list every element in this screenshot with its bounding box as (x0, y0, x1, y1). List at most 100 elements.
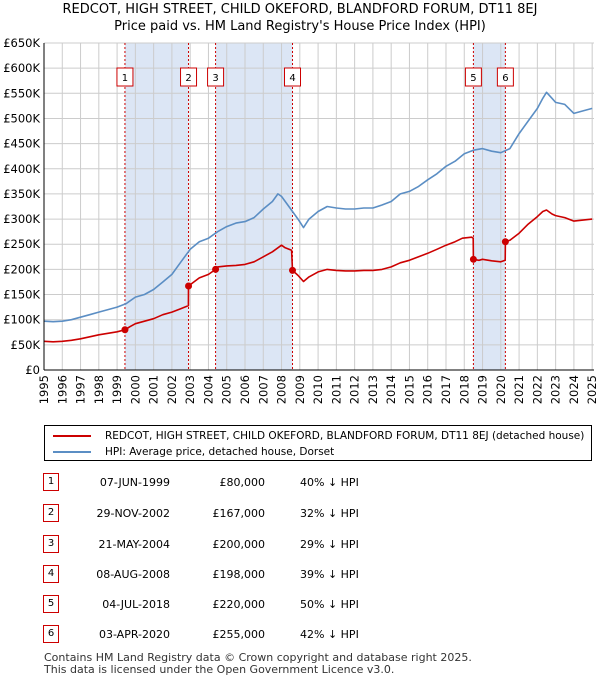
y-tick-label: £550K (3, 86, 40, 100)
legend-label-hpi: HPI: Average price, detached house, Dors… (105, 446, 335, 458)
sale-hpi-diff: 42% ↓ HPI (300, 628, 359, 641)
sale-price: £220,000 (212, 598, 266, 611)
sale-number-label: 3 (212, 73, 218, 84)
x-tick-label: 2009 (293, 375, 307, 404)
sale-hpi-diff: 50% ↓ HPI (300, 598, 359, 611)
x-tick-label: 2007 (256, 375, 270, 404)
y-tick-label: £50K (11, 338, 41, 352)
x-tick-label: 2019 (476, 375, 490, 404)
sale-point (289, 266, 297, 274)
sale-number-box: 3 (207, 67, 225, 87)
y-tick-label: £300K (3, 212, 40, 226)
sale-date: 08-AUG-2008 (96, 568, 170, 581)
y-tick-label: £200K (3, 262, 40, 276)
y-tick-label: £600K (3, 61, 40, 75)
sale-price: £198,000 (212, 568, 266, 581)
sale-date: 03-APR-2020 (98, 628, 170, 641)
y-tick-label: £450K (3, 137, 40, 151)
x-tick-label: 2022 (530, 375, 544, 404)
sale-price: £255,000 (212, 628, 266, 641)
x-tick-label: 2010 (311, 375, 325, 404)
sale-number-badge: 6 (43, 625, 59, 643)
y-tick-label: £100K (3, 313, 40, 327)
x-tick-label: 2016 (421, 375, 435, 404)
sale-number-label: 2 (185, 73, 191, 84)
sale-number-box: 4 (284, 67, 302, 87)
x-tick-label: 2012 (348, 375, 362, 404)
sale-number-label: 4 (289, 73, 295, 84)
sale-price: £200,000 (212, 538, 266, 551)
x-tick-label: 2020 (494, 375, 508, 404)
sale-point (501, 238, 509, 246)
x-tick-label: 2014 (384, 375, 398, 404)
legend-swatch-property (53, 435, 91, 437)
sale-number-frame (116, 67, 134, 87)
footer-copyright: Contains HM Land Registry data © Crown c… (44, 651, 472, 664)
x-tick-label: 1999 (110, 375, 124, 404)
sale-number-box: 5 (464, 67, 482, 87)
x-tick-label: 1997 (74, 375, 88, 404)
table-row: 1 07-JUN-1999 £80,000 40% ↓ HPI (0, 473, 600, 493)
x-tick-label: 2011 (329, 375, 343, 404)
x-tick-label: 2013 (366, 375, 380, 404)
chart-title: REDCOT, HIGH STREET, CHILD OKEFORD, BLAN… (62, 2, 538, 17)
sale-period-shade (215, 43, 293, 370)
sale-number-frame (180, 67, 198, 87)
table-row: 3 21-MAY-2004 £200,000 29% ↓ HPI (0, 535, 600, 555)
sale-number-frame (496, 67, 514, 87)
sale-hpi-diff: 39% ↓ HPI (300, 568, 359, 581)
x-tick-label: 2021 (512, 375, 526, 404)
y-tick-label: £350K (3, 187, 40, 201)
x-tick-label: 2000 (128, 375, 142, 404)
sale-number-frame (207, 67, 225, 87)
y-tick-label: £0 (25, 363, 40, 377)
legend-label-property: REDCOT, HIGH STREET, CHILD OKEFORD, BLAN… (105, 430, 585, 442)
y-tick-label: £650K (3, 36, 40, 50)
sale-number-badge: 4 (43, 565, 59, 583)
sale-number-frame (464, 67, 482, 87)
table-row: 4 08-AUG-2008 £198,000 39% ↓ HPI (0, 565, 600, 585)
x-tick-label: 2025 (585, 375, 599, 404)
sale-hpi-diff: 40% ↓ HPI (300, 476, 359, 489)
y-tick-label: £250K (3, 237, 40, 251)
sale-number-label: 1 (122, 73, 128, 84)
sale-number-box: 2 (180, 67, 198, 87)
x-tick-label: 2004 (201, 375, 215, 404)
sale-number-label: 6 (502, 73, 508, 84)
sale-number-box: 6 (496, 67, 514, 87)
y-tick-label: £150K (3, 288, 40, 302)
x-tick-label: 2008 (275, 375, 289, 404)
x-tick-label: 1995 (37, 375, 51, 404)
price-chart: £0 £50K £100K £150K £200K £250K £300K £350K £400… (3, 36, 599, 404)
sale-number-badge: 5 (43, 595, 59, 613)
table-row: 5 04-JUL-2018 £220,000 50% ↓ HPI (0, 595, 600, 615)
sale-point (185, 282, 193, 290)
legend-swatch-hpi (53, 451, 91, 453)
x-tick-label: 2017 (439, 375, 453, 404)
footer-licence: This data is licensed under the Open Gov… (44, 663, 395, 676)
x-tick-label: 1996 (55, 375, 69, 404)
x-tick-label: 2024 (567, 375, 581, 404)
sale-date: 04-JUL-2018 (102, 598, 170, 611)
sale-hpi-diff: 32% ↓ HPI (300, 507, 359, 520)
chart-subtitle: Price paid vs. HM Land Registry's House … (114, 19, 486, 34)
sale-number-box: 1 (116, 67, 134, 87)
sale-point (212, 265, 220, 273)
x-tick-label: 2015 (402, 375, 416, 404)
table-row: 2 29-NOV-2002 £167,000 32% ↓ HPI (0, 504, 600, 524)
legend-item-hpi: HPI: Average price, detached house, Dors… (53, 445, 334, 459)
sale-period-shade (124, 43, 189, 370)
x-tick-label: 2006 (238, 375, 252, 404)
x-tick-label: 2003 (183, 375, 197, 404)
hpi-line (43, 91, 593, 323)
sale-number-label: 5 (470, 73, 476, 84)
sale-price: £167,000 (212, 507, 266, 520)
y-tick-label: £500K (3, 111, 40, 125)
y-tick-label: £400K (3, 162, 40, 176)
chart-legend: REDCOT, HIGH STREET, CHILD OKEFORD, BLAN… (44, 425, 592, 461)
x-tick-label: 1998 (92, 375, 106, 404)
legend-item-property: REDCOT, HIGH STREET, CHILD OKEFORD, BLAN… (53, 429, 584, 443)
sale-number-badge: 3 (43, 535, 59, 553)
sale-hpi-diff: 29% ↓ HPI (300, 538, 359, 551)
sale-point (469, 255, 477, 263)
